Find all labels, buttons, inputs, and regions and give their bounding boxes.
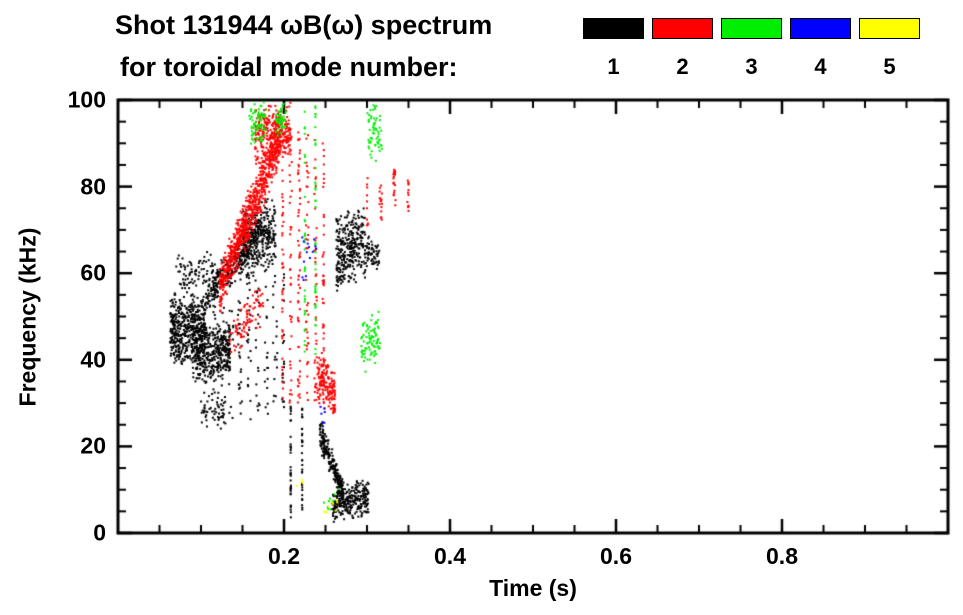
y-tick-label-40: 40	[80, 346, 106, 373]
y-tick-label-100: 100	[67, 86, 106, 113]
x-tick-label-0.8: 0.8	[766, 543, 798, 569]
x-tick-label-0.6: 0.6	[600, 543, 632, 569]
y-tick-label-80: 80	[80, 173, 106, 200]
y-tick-label-0: 0	[93, 519, 106, 546]
x-axis-label: Time (s)	[489, 575, 577, 601]
y-axis-label: Frequency (kHz)	[14, 227, 41, 406]
x-tick-label-0.4: 0.4	[434, 543, 466, 569]
x-tick-label-0.2: 0.2	[268, 543, 300, 569]
y-tick-label-20: 20	[80, 432, 106, 459]
y-tick-label-60: 60	[80, 259, 106, 286]
